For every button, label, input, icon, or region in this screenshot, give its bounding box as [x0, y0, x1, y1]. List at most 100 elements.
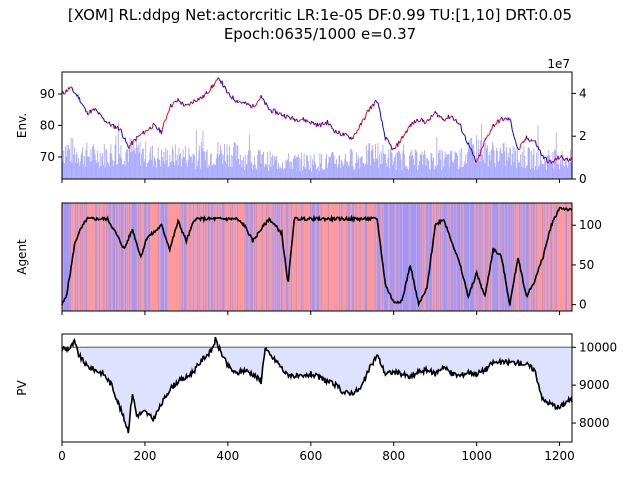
agent-background-strip [397, 203, 399, 311]
price-segment [547, 161, 550, 164]
price-segment [244, 101, 247, 104]
agent-background-strip [84, 203, 86, 311]
agent-background-strip [223, 203, 225, 311]
agent-background-strip [292, 203, 294, 311]
agent-background-strip [248, 203, 250, 311]
agent-background-strip [353, 203, 355, 311]
agent-background-strip [319, 203, 322, 311]
price-segment [288, 116, 291, 119]
agent-background-strip [118, 203, 120, 311]
price-segment [352, 135, 355, 140]
agent-background-strip [479, 203, 481, 311]
agent-background-strip [562, 203, 564, 311]
price-segment [528, 140, 531, 142]
price-segment [239, 101, 242, 103]
price-segment [511, 130, 514, 133]
price-segment [125, 141, 128, 144]
agent-background-strip [125, 203, 127, 311]
agent-background-strip [120, 203, 122, 311]
price-segment [189, 102, 192, 106]
agent-background-strip [270, 203, 273, 311]
agent-background-strip [232, 203, 234, 311]
agent-background-strip [392, 203, 394, 311]
agent-background-strip [383, 203, 385, 311]
price-segment [226, 92, 229, 94]
agent-background-strip [472, 203, 474, 311]
price-segment [465, 140, 468, 143]
agent-background-strip [431, 203, 433, 311]
agent-background-strip [185, 203, 187, 311]
agent-background-strip [363, 203, 365, 311]
agent-background-strip [178, 203, 180, 311]
price-segment [139, 133, 142, 137]
agent-background-strip [368, 203, 370, 311]
agent-background-strip [191, 203, 193, 311]
agent-background-strip [426, 203, 429, 311]
agent-background-strip [510, 203, 512, 311]
agent-background-strip [467, 203, 469, 311]
agent-background-strip [368, 203, 370, 311]
agent-background-strip [70, 203, 72, 311]
price-segment [482, 141, 485, 147]
agent-background-strip [141, 203, 143, 311]
agent-background-strip [194, 203, 196, 311]
price-segment [433, 113, 435, 115]
agent-background-strip [296, 203, 298, 311]
price-segment [81, 103, 84, 106]
price-segment [339, 132, 342, 136]
agent-background-strip [421, 203, 424, 311]
price-segment [144, 130, 147, 133]
agent-background-strip [417, 203, 419, 311]
agent-background-strip [329, 203, 331, 311]
price-segment [354, 132, 356, 135]
price-segment [389, 144, 392, 147]
agent-background-strip [563, 203, 565, 311]
agent-background-strip [262, 203, 264, 311]
price-segment [258, 97, 261, 101]
agent-background-strip [515, 203, 517, 311]
price-segment [146, 129, 148, 132]
agent-background-strip [370, 203, 372, 311]
agent-background-strip [413, 203, 415, 311]
price-segment [156, 128, 158, 130]
agent-background-strip [137, 203, 139, 311]
price-segment [115, 127, 118, 130]
agent-background-strip [503, 203, 505, 311]
agent-background-strip [86, 203, 88, 311]
price-segment [343, 133, 346, 137]
agent-background-strip [344, 203, 346, 311]
agent-background-strip [470, 203, 472, 311]
agent-background-strip [376, 203, 378, 311]
price-line [61, 77, 573, 164]
price-segment [172, 101, 175, 104]
agent-background-strip [407, 203, 409, 311]
price-segment [370, 104, 373, 110]
agent-background-strip [203, 203, 205, 311]
price-segment [519, 145, 522, 150]
agent-background-strip [155, 203, 157, 311]
agent-background-strip [207, 203, 210, 311]
x-tick-label: 600 [299, 449, 322, 463]
agent-background-strip [256, 203, 258, 311]
agent-background-strip [465, 203, 467, 311]
agent-background-strip [465, 203, 467, 311]
x-tick-label: 400 [216, 449, 239, 463]
agent-background-strip [251, 203, 253, 311]
agent-background-strip [214, 203, 216, 311]
agent-background-strip [375, 203, 377, 311]
price-segment [151, 127, 153, 130]
price-segment [460, 125, 463, 132]
price-segment [82, 104, 84, 107]
agent-background-strip [317, 203, 319, 311]
agent-background-strip [403, 203, 405, 311]
agent-background-strip [508, 203, 511, 311]
agent-background-strip [170, 203, 172, 311]
agent-background-strip [567, 203, 569, 311]
price-segment [509, 118, 512, 121]
price-segment [488, 132, 491, 136]
agent-background-strip [157, 203, 159, 311]
agent-background-strip [75, 203, 77, 311]
price-segment [429, 115, 432, 121]
price-segment [285, 114, 288, 119]
price-segment [361, 118, 364, 121]
